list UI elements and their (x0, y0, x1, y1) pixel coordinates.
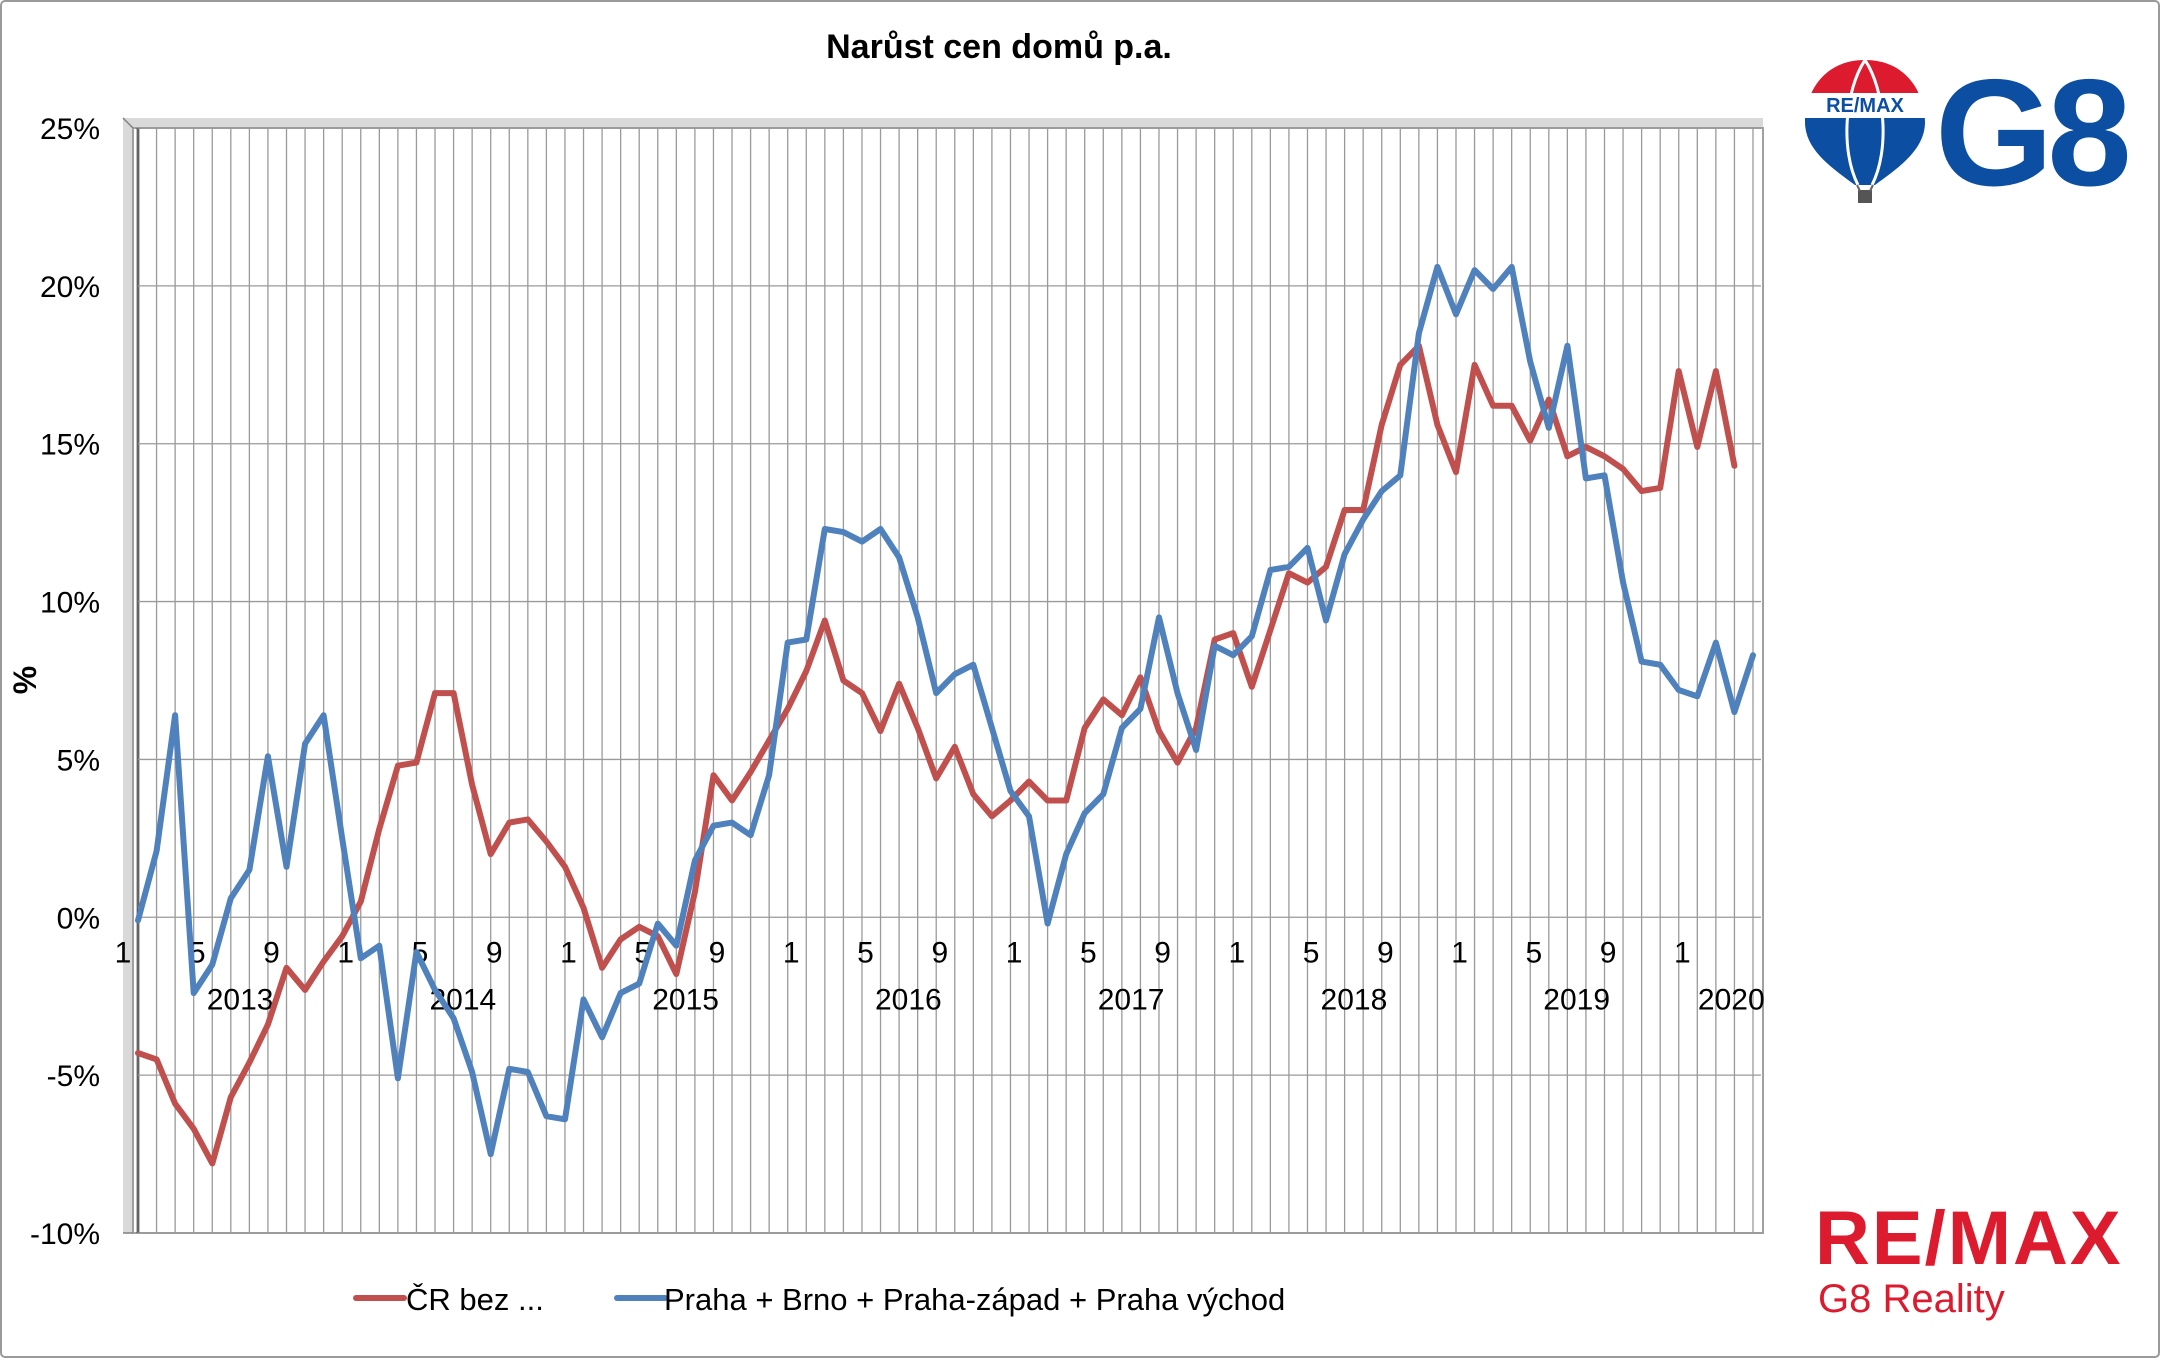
x-year-label: 2020 (1698, 983, 1765, 1016)
y-tick-label: -10% (30, 1218, 100, 1251)
g8-reality-text: G8 Reality (1818, 1277, 2005, 1321)
x-month-tick-label: 9 (1154, 936, 1171, 969)
x-month-tick-label: 1 (1451, 936, 1468, 969)
y-tick-label: 20% (40, 271, 100, 304)
x-year-label: 2018 (1321, 983, 1388, 1016)
x-year-label: 2015 (652, 983, 719, 1016)
x-month-tick-label: 1 (1228, 936, 1245, 969)
plot-area (122, 117, 1764, 1234)
legend: ČR bez ... Praha + Brno + Praha-západ + … (353, 1282, 1285, 1317)
x-month-tick-label: 9 (486, 936, 503, 969)
legend-item-praha: Praha + Brno + Praha-západ + Praha výcho… (614, 1282, 1285, 1317)
y-tick-label: 5% (57, 744, 100, 777)
legend-label-praha: Praha + Brno + Praha-západ + Praha výcho… (664, 1282, 1285, 1317)
series-line-0 (135, 342, 1738, 1167)
x-month-tick-label: 5 (1525, 936, 1542, 969)
legend-item-cr: ČR bez ... (353, 1282, 544, 1317)
y-axis-label: % (7, 666, 43, 694)
x-month-tick-label: 1 (560, 936, 577, 969)
y-tick-label: 15% (40, 429, 100, 462)
x-month-tick-label: 9 (931, 936, 948, 969)
x-year-label: 2016 (875, 983, 942, 1016)
y-tick-label: 25% (40, 113, 100, 146)
y-tick-label: -5% (47, 1060, 100, 1093)
balloon-logo-text: RE/MAX (1826, 95, 1904, 117)
x-month-tick-label: 5 (857, 936, 874, 969)
x-year-label: 2013 (207, 983, 274, 1016)
series-line-1 (135, 263, 1756, 1158)
remax-balloon-logo: RE/MAX (1805, 60, 1925, 203)
legend-label-cr: ČR bez ... (406, 1282, 544, 1317)
x-year-label: 2019 (1543, 983, 1610, 1016)
x-axis-year-labels: 2013 2014 2015 2016 2017 2018 2019 2020 (207, 983, 1765, 1016)
x-month-tick-label: 1 (1674, 936, 1691, 969)
y-tick-label: 0% (57, 902, 100, 935)
g8-logo: G8 (1935, 48, 2127, 218)
y-axis-ticks: 25% 20% 15% 10% 5% 0% -5% -10% (30, 113, 100, 1251)
x-month-tick-label: 9 (1600, 936, 1617, 969)
x-month-tick-label: 1 (115, 936, 132, 969)
x-month-tick-label: 9 (1377, 936, 1394, 969)
x-month-tick-label: 1 (1006, 936, 1023, 969)
y-tick-label: 10% (40, 587, 100, 620)
remax-wordmark: RE/MAX (1815, 1196, 2123, 1281)
x-month-tick-label: 9 (263, 936, 280, 969)
x-month-tick-label: 5 (1303, 936, 1320, 969)
x-month-tick-label: 9 (709, 936, 726, 969)
x-year-label: 2017 (1098, 983, 1165, 1016)
x-month-tick-label: 5 (1080, 936, 1097, 969)
chart-title: Narůst cen domů p.a. (826, 28, 1172, 66)
x-month-tick-label: 1 (783, 936, 800, 969)
x-month-tick-label: 1 (337, 936, 354, 969)
series-lines (135, 263, 1756, 1167)
